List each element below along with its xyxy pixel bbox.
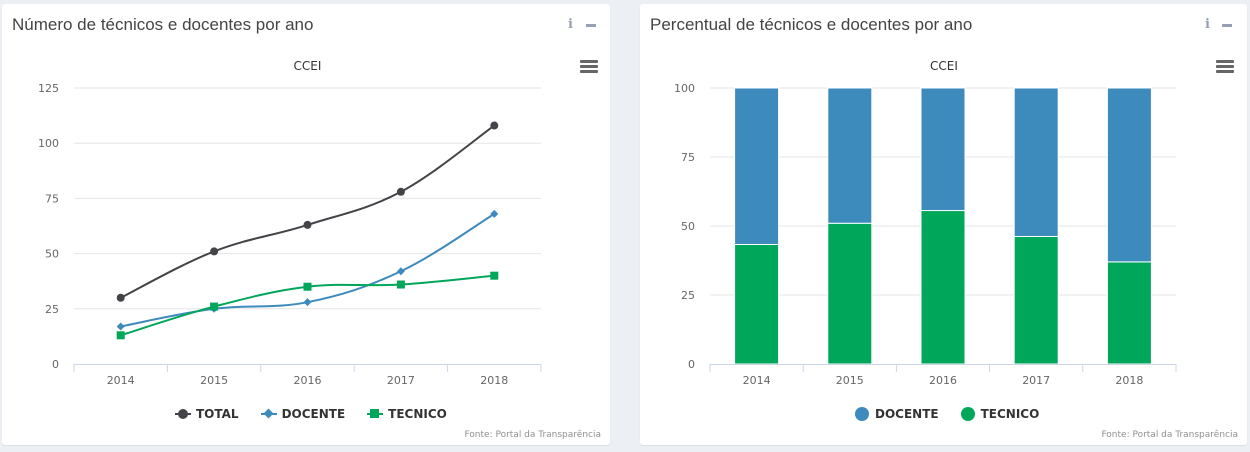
series-line-total[interactable]	[120, 124, 495, 299]
legend-label: TECNICO	[388, 407, 447, 421]
y-tick-label: 50	[45, 248, 59, 261]
bar-segment-docente[interactable]	[1013, 87, 1059, 237]
circle-marker-icon	[960, 407, 975, 421]
source-credit: Fonte: Portal da Transparência	[464, 430, 601, 440]
x-tick-label: 2015	[836, 374, 864, 387]
bar-segment-tecnico[interactable]	[827, 222, 873, 365]
y-tick-label: 50	[681, 220, 695, 233]
legend-item-total[interactable]: TOTAL	[175, 407, 239, 421]
bar-segment-docente[interactable]	[827, 87, 873, 224]
bar-segment-docente[interactable]	[734, 87, 780, 245]
y-tick-label: 100	[38, 137, 59, 150]
bar-segment-tecnico[interactable]	[920, 210, 966, 365]
circle-marker-icon	[855, 407, 869, 421]
bar-segment-docente[interactable]	[920, 87, 966, 212]
x-tick-label: 2016	[294, 374, 322, 387]
data-point[interactable]	[116, 322, 125, 331]
circle-marker-icon	[175, 408, 191, 420]
data-point[interactable]	[490, 209, 499, 218]
x-tick-label: 2014	[743, 374, 771, 387]
x-tick-label: 2015	[200, 374, 228, 387]
data-point[interactable]	[210, 247, 219, 256]
data-point[interactable]	[303, 220, 312, 229]
legend-item-docente[interactable]: DOCENTE	[855, 407, 939, 421]
info-icon[interactable]: i	[1205, 17, 1210, 32]
bar-segment-tecnico[interactable]	[734, 243, 780, 365]
legend: DOCENTE TECNICO	[855, 407, 1039, 421]
minus-icon[interactable]	[586, 24, 596, 27]
x-tick-label: 2014	[107, 374, 135, 387]
series-lines	[116, 121, 499, 340]
data-point[interactable]	[303, 282, 312, 291]
x-tick-label: 2017	[387, 374, 415, 387]
data-point[interactable]	[116, 331, 125, 340]
x-axis	[709, 364, 1177, 372]
x-tick-label: 2018	[1115, 374, 1143, 387]
series-total[interactable]	[116, 121, 499, 302]
data-point[interactable]	[490, 271, 499, 280]
y-tick-label: 25	[681, 289, 695, 302]
hamburger-menu-icon[interactable]	[1216, 60, 1234, 74]
panel-title: Número de técnicos e docentes por ano	[12, 15, 314, 34]
bars	[734, 87, 1152, 365]
hamburger-menu-icon[interactable]	[580, 60, 598, 74]
data-point[interactable]	[396, 187, 405, 196]
source-credit: Fonte: Portal da Transparência	[1101, 430, 1238, 440]
legend-label: DOCENTE	[875, 407, 939, 421]
x-tick-label: 2017	[1022, 374, 1050, 387]
data-point[interactable]	[396, 267, 405, 276]
y-tick-labels: 0 25 50 75 100	[674, 82, 695, 371]
legend-item-tecnico[interactable]: TECNICO	[960, 407, 1040, 421]
y-gridlines	[74, 87, 541, 310]
bar-chart-panel: Percentual de técnicos e docentes por an…	[640, 4, 1247, 445]
y-tick-labels: 0 25 50 75 100 125	[38, 82, 59, 371]
data-point[interactable]	[490, 121, 499, 130]
y-tick-label: 125	[38, 82, 59, 95]
data-point[interactable]	[303, 298, 312, 307]
line-chart-panel: Número de técnicos e docentes por ano i …	[2, 4, 610, 445]
series-line-docente[interactable]	[120, 213, 495, 328]
y-tick-label: 100	[674, 82, 695, 95]
bar-segment-tecnico[interactable]	[1106, 261, 1152, 365]
line-chart: 0 25 50 75 100 125 2014 2015 2016 2017 2018 CCEI	[38, 59, 542, 387]
bar-segment-docente[interactable]	[1106, 87, 1152, 263]
legend-label: TOTAL	[196, 407, 239, 421]
y-tick-label: 75	[45, 192, 59, 205]
chart-title: CCEI	[294, 59, 322, 73]
x-tick-label: 2016	[929, 374, 957, 387]
stacked-bar-chart: 0 25 50 75 100 2014 2015 2016 2017 2018 CCEI	[674, 59, 1177, 387]
x-tick-label: 2018	[480, 374, 508, 387]
x-axis	[73, 364, 542, 372]
x-tick-labels: 2014 2015 2016 2017 2018	[743, 374, 1144, 387]
legend-item-docente[interactable]: DOCENTE	[260, 407, 346, 421]
legend-item-tecnico[interactable]: TECNICO	[367, 407, 447, 421]
data-point[interactable]	[116, 293, 125, 302]
panel-title: Percentual de técnicos e docentes por an…	[650, 15, 973, 34]
x-tick-labels: 2014 2015 2016 2017 2018	[107, 374, 509, 387]
info-icon[interactable]: i	[568, 17, 573, 32]
bar-segment-tecnico[interactable]	[1013, 235, 1059, 365]
y-tick-label: 0	[52, 358, 59, 371]
minus-icon[interactable]	[1222, 24, 1232, 27]
y-tick-label: 25	[45, 303, 59, 316]
square-marker-icon	[367, 408, 384, 420]
data-point[interactable]	[210, 302, 219, 311]
legend-label: DOCENTE	[281, 407, 346, 421]
chart-title: CCEI	[930, 59, 958, 73]
legend: TOTAL DOCENTE TECNICO	[175, 407, 447, 421]
y-tick-label: 75	[681, 151, 695, 164]
legend-label: TECNICO	[980, 407, 1040, 421]
series-tecnico[interactable]	[116, 271, 499, 340]
diamond-marker-icon	[260, 408, 277, 420]
data-point[interactable]	[396, 280, 405, 289]
y-tick-label: 0	[688, 358, 695, 371]
